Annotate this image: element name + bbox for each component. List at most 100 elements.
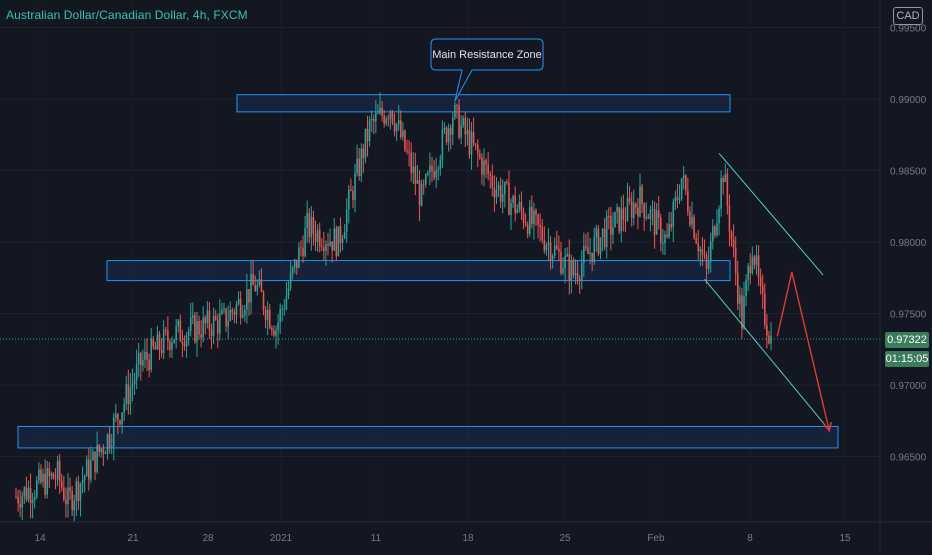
candle bbox=[736, 260, 739, 311]
candle bbox=[743, 281, 745, 330]
drawings[interactable]: Main Resistance Zone bbox=[0, 38, 880, 433]
candle bbox=[264, 306, 267, 329]
callout-label: Main Resistance Zone bbox=[432, 49, 541, 61]
candle bbox=[283, 299, 286, 316]
candle bbox=[339, 217, 342, 253]
candle bbox=[516, 204, 519, 214]
candle bbox=[768, 330, 770, 345]
candle bbox=[597, 225, 600, 257]
candle bbox=[148, 353, 150, 378]
candle bbox=[167, 316, 169, 351]
candle bbox=[206, 301, 209, 329]
candle bbox=[96, 431, 98, 475]
candle bbox=[526, 221, 529, 239]
candle bbox=[660, 213, 662, 252]
candle bbox=[48, 462, 51, 489]
candle bbox=[31, 492, 34, 519]
y-tick-label: 0.99500 bbox=[890, 24, 927, 35]
candle bbox=[443, 122, 446, 134]
candle bbox=[379, 92, 381, 115]
zones[interactable] bbox=[17, 94, 839, 449]
zone-lower-support[interactable] bbox=[17, 425, 839, 449]
candle bbox=[27, 480, 30, 503]
candle bbox=[71, 486, 73, 517]
candle bbox=[645, 202, 648, 221]
candle bbox=[73, 494, 76, 522]
candle bbox=[518, 194, 521, 213]
x-tick-label: 18 bbox=[462, 533, 474, 544]
candle bbox=[603, 218, 606, 251]
y-tick-label: 0.99000 bbox=[890, 95, 927, 106]
candle bbox=[296, 259, 298, 275]
zone-main-resistance[interactable] bbox=[236, 94, 731, 113]
projection-arrow[interactable] bbox=[776, 271, 830, 431]
candle bbox=[701, 237, 704, 266]
candle bbox=[106, 433, 109, 460]
candle bbox=[422, 179, 425, 195]
candle bbox=[318, 222, 321, 253]
candle bbox=[391, 110, 394, 126]
candle bbox=[112, 412, 115, 461]
candle bbox=[50, 471, 53, 480]
candle bbox=[320, 238, 323, 252]
candle bbox=[146, 337, 148, 371]
candle bbox=[635, 202, 637, 214]
candle bbox=[458, 98, 460, 140]
candle bbox=[705, 251, 708, 285]
candle bbox=[495, 177, 498, 205]
countdown-tag: 01:15:05 bbox=[885, 351, 929, 367]
x-tick-label: 21 bbox=[127, 533, 139, 544]
candle bbox=[512, 194, 514, 208]
candle bbox=[158, 330, 161, 361]
candle bbox=[504, 181, 506, 208]
channel-line-1[interactable] bbox=[718, 153, 824, 276]
candle bbox=[510, 198, 512, 231]
candle bbox=[616, 203, 618, 224]
candle bbox=[56, 455, 59, 486]
candle bbox=[302, 235, 304, 263]
candle bbox=[293, 258, 296, 274]
candle bbox=[235, 300, 238, 324]
candle bbox=[580, 250, 583, 290]
resistance-callout[interactable]: Main Resistance Zone bbox=[430, 38, 544, 102]
candle bbox=[36, 475, 38, 500]
candle bbox=[587, 231, 589, 255]
candle bbox=[641, 183, 643, 213]
candle bbox=[653, 201, 656, 249]
candle bbox=[142, 349, 144, 372]
candle bbox=[343, 224, 346, 240]
candle bbox=[454, 101, 456, 121]
candle bbox=[662, 229, 664, 255]
candle bbox=[383, 110, 385, 128]
candle bbox=[643, 202, 645, 232]
x-tick-label: 15 bbox=[839, 533, 851, 544]
zone-middle-support[interactable] bbox=[106, 260, 731, 282]
candle bbox=[699, 245, 702, 267]
candle bbox=[241, 305, 244, 319]
candle bbox=[632, 189, 635, 226]
candle bbox=[568, 239, 571, 295]
x-tick-label: 2021 bbox=[270, 533, 293, 544]
candle bbox=[381, 100, 383, 122]
y-tick-label: 0.96500 bbox=[890, 453, 927, 464]
candle bbox=[528, 199, 531, 237]
candle bbox=[414, 152, 417, 196]
currency-badge[interactable]: CAD bbox=[893, 7, 923, 25]
candle bbox=[447, 123, 450, 152]
candle bbox=[387, 114, 390, 127]
candle bbox=[46, 460, 48, 499]
candle bbox=[437, 165, 440, 181]
candle bbox=[612, 212, 614, 244]
candle bbox=[431, 156, 433, 183]
candle bbox=[331, 241, 333, 263]
channel-line-2[interactable] bbox=[704, 278, 826, 426]
candle bbox=[102, 444, 105, 467]
x-tick-label: 28 bbox=[202, 533, 214, 544]
candle bbox=[177, 318, 180, 333]
candle bbox=[173, 339, 175, 344]
candle bbox=[618, 206, 620, 235]
candle bbox=[277, 314, 279, 345]
candle bbox=[164, 326, 167, 336]
